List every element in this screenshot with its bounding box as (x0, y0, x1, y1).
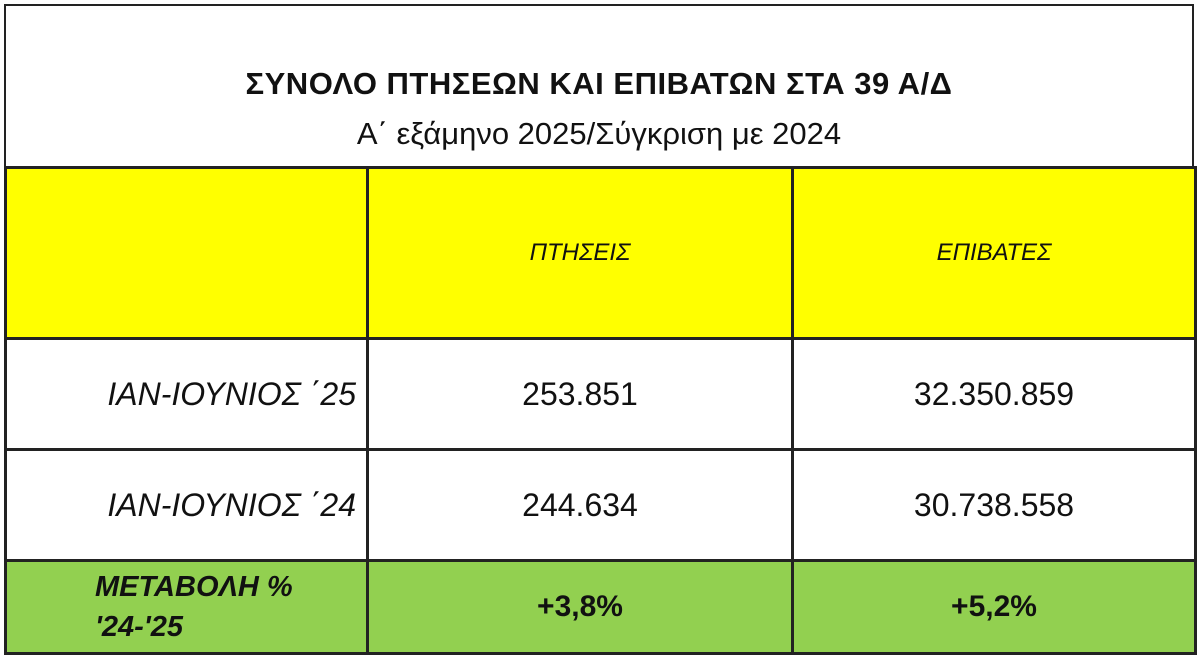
table-row-2025: ΙΑΝ-ΙΟΥΝΙΟΣ ΄25 253.851 32.350.859 (4, 337, 1197, 451)
change-label-line1: ΜΕΤΑΒΟΛΗ % (95, 571, 293, 603)
table-header-row: ΠΤΗΣΕΙΣ ΕΠΙΒΑΤΕΣ (4, 166, 1197, 340)
flights-passengers-table: ΠΤΗΣΕΙΣ ΕΠΙΒΑΤΕΣ ΙΑΝ-ΙΟΥΝΙΟΣ ΄25 253.851… (4, 166, 1197, 655)
passengers-2024: 30.738.558 (791, 448, 1197, 562)
header-cell-passengers: ΕΠΙΒΑΤΕΣ (791, 166, 1197, 340)
row-label-2024: ΙΑΝ-ΙΟΥΝΙΟΣ ΄24 (4, 448, 369, 562)
table-title: ΣΥΝΟΛΟ ΠΤΗΣΕΩΝ ΚΑΙ ΕΠΙΒΑΤΩΝ ΣΤΑ 39 Α/Δ (245, 66, 953, 101)
table-subtitle: Α΄ εξάμηνο 2025/Σύγκριση με 2024 (356, 116, 842, 151)
change-label-line2: '24-'25 (95, 611, 183, 643)
stats-table-frame: ΣΥΝΟΛΟ ΠΤΗΣΕΩΝ ΚΑΙ ΕΠΙΒΑΤΩΝ ΣΤΑ 39 Α/Δ Α… (4, 4, 1197, 655)
title-block: ΣΥΝΟΛΟ ΠΤΗΣΕΩΝ ΚΑΙ ΕΠΙΒΑΤΩΝ ΣΤΑ 39 Α/Δ Α… (6, 6, 1192, 166)
flights-2024: 244.634 (366, 448, 794, 562)
passengers-2025: 32.350.859 (791, 337, 1197, 451)
table-row-2024: ΙΑΝ-ΙΟΥΝΙΟΣ ΄24 244.634 30.738.558 (4, 448, 1197, 562)
row-label-2025: ΙΑΝ-ΙΟΥΝΙΟΣ ΄25 (4, 337, 369, 451)
header-cell-flights: ΠΤΗΣΕΙΣ (366, 166, 794, 340)
change-label: ΜΕΤΑΒΟΛΗ % '24-'25 (4, 559, 369, 655)
flights-change: +3,8% (366, 559, 794, 655)
table-row-change: ΜΕΤΑΒΟΛΗ % '24-'25 +3,8% +5,2% (4, 559, 1197, 655)
passengers-change: +5,2% (791, 559, 1197, 655)
flights-2025: 253.851 (366, 337, 794, 451)
header-cell-period (4, 166, 369, 340)
